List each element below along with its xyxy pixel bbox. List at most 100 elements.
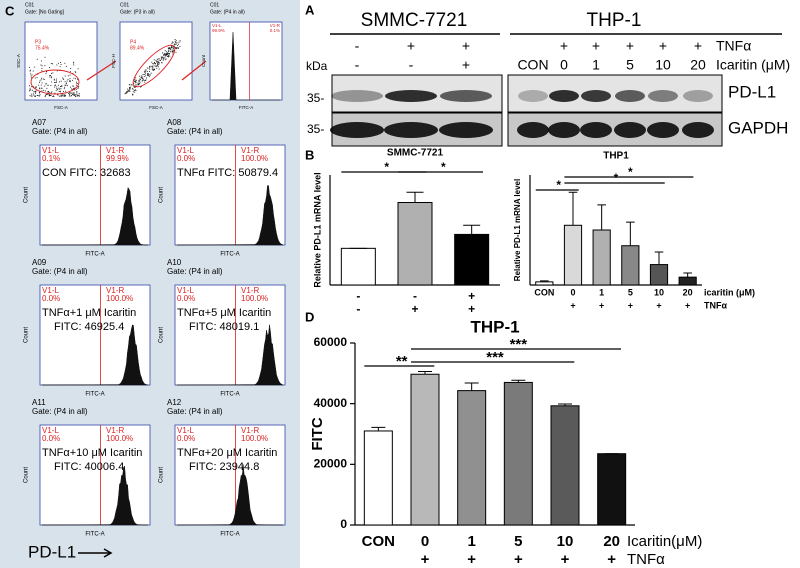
x-tick-label: - (413, 289, 417, 303)
treatment: 5 (626, 57, 634, 73)
event-dot (125, 92, 126, 94)
x-axis-label: FITC-A (85, 532, 104, 538)
event-dot (142, 74, 144, 76)
event-dot (164, 53, 166, 55)
panel-label: C (5, 3, 15, 18)
event-dot (133, 82, 135, 84)
event-dot (149, 66, 151, 68)
row-label: TNFα (627, 551, 665, 568)
event-dot (40, 79, 42, 81)
event-dot (168, 48, 170, 50)
event-dot (148, 74, 150, 76)
event-dot (161, 56, 163, 58)
event-dot (170, 51, 171, 53)
event-dot (39, 87, 41, 89)
event-dot (173, 43, 175, 45)
gate-right: V1-R (241, 146, 259, 155)
event-dot (55, 90, 57, 92)
event-dot (168, 50, 170, 52)
gate-left: V1-L (42, 286, 59, 295)
event-dot (56, 81, 57, 83)
event-dot (158, 68, 160, 70)
event-dot (69, 93, 71, 95)
gate-region (30, 69, 80, 95)
event-dot (157, 60, 158, 62)
event-dot (73, 92, 75, 94)
event-dot (129, 84, 131, 86)
gate-right: V1-R (106, 146, 124, 155)
error-bar (371, 426, 386, 431)
chart-title: SMMC-7721 (387, 148, 444, 159)
error-bar (626, 221, 635, 246)
event-dot (77, 68, 79, 70)
event-dot (44, 56, 46, 58)
significance-label: * (556, 178, 561, 192)
event-dot (44, 95, 46, 97)
event-dot (45, 82, 47, 84)
gate-label: Gate: (P4 in all) (167, 127, 223, 136)
event-dot (41, 82, 43, 84)
gate-left-pct: 0.0% (177, 294, 195, 303)
event-dot (179, 46, 181, 48)
event-dot (147, 74, 149, 76)
event-dot (159, 59, 161, 61)
event-dot (45, 83, 47, 85)
event-dot (151, 61, 153, 63)
gate-right: V1-R (270, 23, 281, 28)
event-dot (143, 70, 145, 72)
event-dot (62, 78, 64, 80)
event-dot (153, 69, 155, 71)
y-axis-label: Count (159, 327, 165, 343)
event-dot (66, 80, 68, 82)
x-tick-label: 20 (603, 533, 620, 550)
plot-id: A11 (32, 398, 46, 407)
error-bar (463, 224, 481, 235)
event-dot (151, 66, 153, 68)
y-axis-label: Count (24, 187, 30, 203)
event-dot (49, 75, 51, 77)
event-dot (31, 95, 33, 97)
event-dot (172, 47, 174, 49)
event-dot (56, 86, 58, 88)
pd-l1-band (440, 90, 492, 102)
event-dot (69, 78, 71, 80)
event-dot (134, 86, 136, 88)
event-dot (127, 91, 129, 93)
event-dot (171, 47, 173, 49)
gate-left: V1-L (177, 146, 194, 155)
x-tick-label: 10 (654, 287, 664, 297)
event-dot (175, 40, 177, 42)
event-dot (144, 79, 146, 81)
event-dot (40, 87, 42, 89)
event-dot (59, 90, 61, 92)
event-dot (69, 71, 71, 73)
event-dot (175, 47, 177, 49)
gate-label: Gate: (P4 in all) (210, 9, 245, 15)
event-dot (50, 75, 52, 77)
treatment: 1 (592, 57, 600, 73)
event-dot (31, 93, 33, 95)
event-dot (72, 79, 74, 81)
event-dot (141, 78, 143, 80)
gate-left: V1-L (177, 426, 194, 435)
event-dot (145, 71, 147, 73)
event-dot (135, 84, 137, 86)
event-dot (38, 91, 40, 93)
event-dot (47, 85, 49, 86)
event-dot (64, 81, 66, 83)
event-dot (148, 74, 150, 76)
event-dot (133, 85, 135, 87)
event-dot (157, 62, 158, 64)
event-dot (157, 63, 159, 65)
sample-label: FITC: 46925.4 (54, 321, 124, 333)
event-dot (173, 48, 174, 50)
protein: PD-L1 (728, 82, 776, 101)
event-dot (63, 95, 65, 97)
event-dot (168, 46, 170, 48)
gapdh-band (548, 122, 580, 138)
gate-right: V1-R (106, 286, 124, 295)
significance-label: * (441, 160, 446, 174)
gate-right: V1-R (106, 426, 124, 435)
row-label: Icaritin (μM) (716, 57, 790, 73)
